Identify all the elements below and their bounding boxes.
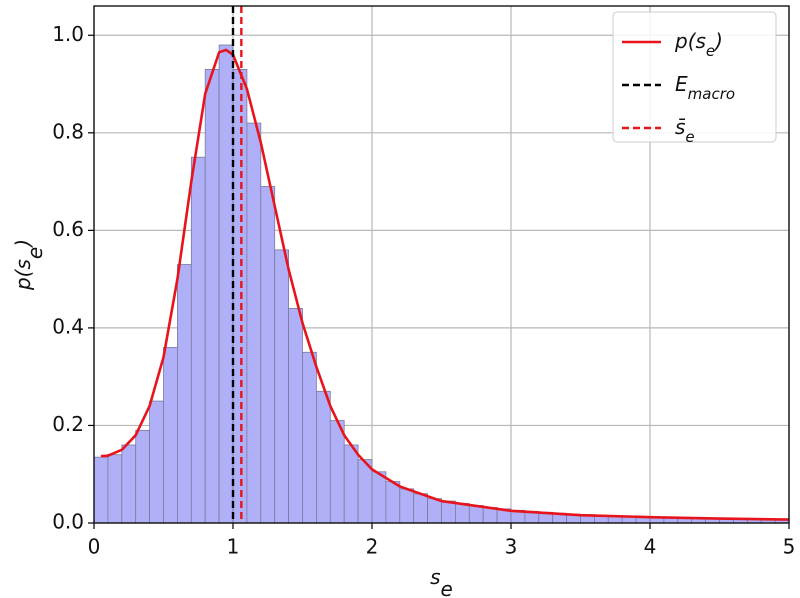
histogram-bar <box>468 505 484 524</box>
histogram-bar <box>399 488 415 524</box>
histogram-bar <box>329 420 345 524</box>
x-axis-label-part: e <box>441 577 453 598</box>
histogram-bar <box>454 503 470 524</box>
y-axis-label-part: p(s <box>11 259 35 291</box>
histogram-bar <box>163 347 178 524</box>
x-tick-label: 1 <box>227 535 240 559</box>
legend-label: p(se) <box>674 29 723 60</box>
legend-label-part: e <box>685 128 694 146</box>
histogram-bar <box>274 249 290 524</box>
plot-frame <box>93 5 790 524</box>
x-axis-label: se <box>430 565 453 598</box>
legend-label: Emacro <box>675 72 735 103</box>
y-axis-label: p(se) <box>11 239 47 291</box>
y-tick-label: 0.6 <box>52 217 84 241</box>
x-tick-label: 5 <box>783 535 796 559</box>
y-tick-label: 0.0 <box>52 510 84 534</box>
legend-label: s̄e <box>675 115 695 146</box>
y-tick-label: 0.8 <box>52 119 84 143</box>
legend-box <box>612 11 777 143</box>
legend-label-part: e <box>706 42 715 60</box>
histogram-bar <box>93 456 109 524</box>
y-axis-label-part: ) <box>11 239 35 249</box>
legend-label-part: E <box>675 72 688 96</box>
histogram-bar <box>385 481 401 524</box>
x-tick-label: 2 <box>366 535 379 559</box>
histogram-bar <box>288 307 303 524</box>
x-axis-label-part: s <box>430 565 440 589</box>
x-tick-label: 0 <box>88 535 101 559</box>
histogram-bar <box>357 459 373 524</box>
histogram-bar <box>441 500 456 524</box>
histogram-bar <box>190 156 206 524</box>
histogram-bar <box>218 44 234 524</box>
legend-label-part: s̄ <box>675 115 685 139</box>
histogram-bar <box>246 122 262 524</box>
x-tick-label: 3 <box>505 535 518 559</box>
histogram-bar <box>427 498 442 524</box>
density-curve <box>100 48 790 521</box>
histogram-bar <box>232 69 248 524</box>
histogram-bar <box>260 186 276 524</box>
histogram-bar <box>107 454 123 524</box>
histogram-bar <box>149 400 164 524</box>
y-tick-label: 0.2 <box>52 412 84 436</box>
y-tick-label: 0.4 <box>52 314 84 338</box>
histogram-bar <box>315 390 331 524</box>
y-tick-label: 1.0 <box>52 22 84 46</box>
histogram-bar <box>371 471 387 524</box>
legend-label-part: p(s <box>674 29 706 53</box>
legend-label-part: ) <box>713 29 723 53</box>
x-tick-label: 4 <box>644 535 657 559</box>
histogram-bar <box>176 264 192 524</box>
histogram-bar <box>121 444 137 524</box>
histogram-bar <box>413 493 429 524</box>
histogram-bar <box>135 429 150 524</box>
legend-label-part: macro <box>688 85 735 103</box>
y-axis-label-part: e <box>23 247 47 259</box>
histogram-bar <box>204 69 220 524</box>
histogram-bar <box>343 444 359 524</box>
histogram-bar <box>302 351 317 524</box>
